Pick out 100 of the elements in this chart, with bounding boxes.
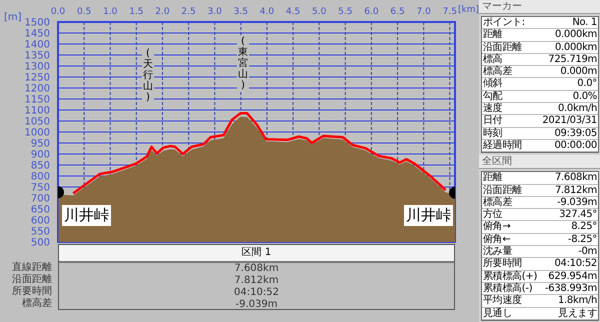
- text: 見えます: [558, 308, 597, 319]
- y-tick-label: 950: [30, 138, 50, 150]
- text: 327.45°: [559, 209, 597, 220]
- text: 沈み量: [483, 246, 512, 258]
- text: マーカー: [479, 0, 600, 14]
- text: 所要時間: [12, 286, 52, 298]
- x-tick-label: 7.5: [442, 7, 457, 17]
- y-tick-label: 600: [30, 216, 50, 227]
- y-tick-label: 1300: [24, 62, 50, 73]
- text: -638.993m: [544, 282, 597, 294]
- y-tick-label: 750: [30, 182, 50, 194]
- text: 直線距離: [12, 262, 52, 274]
- text: 標高差: [483, 196, 512, 208]
- y-tick-label: 1200: [24, 84, 50, 95]
- text: -9.039m: [557, 196, 597, 208]
- text: 俯角←: [483, 234, 510, 246]
- text: -9.039m: [234, 299, 278, 311]
- annotation: (天行山): [142, 48, 154, 103]
- text: 沿面距離: [12, 274, 52, 286]
- text: 2021/03/31: [542, 115, 597, 127]
- y-tick-label: 1500: [24, 18, 50, 29]
- text: 04:10:52: [233, 287, 280, 299]
- text: 00:00:00: [554, 140, 597, 152]
- text: 7.608km: [554, 172, 597, 184]
- text: -8.25°: [568, 234, 597, 246]
- text: 累積標高(+): [483, 270, 538, 282]
- text: 方位: [483, 209, 502, 220]
- line-series: [72, 112, 447, 195]
- annotation: (東宮山): [237, 36, 249, 91]
- text: 629.954m: [548, 270, 597, 282]
- x-tick-label: 5.5: [338, 7, 352, 17]
- text: 7.812km: [233, 275, 280, 287]
- y-tick-label: 1150: [24, 94, 50, 106]
- x-tick-label: 4.5: [286, 7, 300, 17]
- y-tick-label: 1000: [24, 128, 50, 139]
- x-axis-title: [km]: [458, 5, 480, 15]
- y-tick-label: 1400: [24, 40, 50, 51]
- y-tick-label: 850: [30, 160, 50, 172]
- text: 所要時間: [483, 258, 522, 270]
- x-tick-label: 1.5: [129, 7, 144, 17]
- text: 0.0%: [572, 90, 597, 102]
- text: 距離: [483, 172, 502, 184]
- annotation: 川井峠: [404, 205, 453, 226]
- text: 累積標高(-): [483, 282, 532, 294]
- text: 沿面距離: [483, 42, 522, 53]
- y-axis-title: [m]: [4, 12, 22, 23]
- text: 区間 1: [59, 245, 454, 263]
- x-tick-label: 0.0: [50, 7, 66, 17]
- text: 1.8km/h: [558, 295, 597, 307]
- text: 勾配: [483, 90, 502, 102]
- text: 距離: [483, 29, 502, 41]
- text: ポイント:: [483, 17, 525, 28]
- text: 0.0km/h: [558, 103, 597, 114]
- x-tick-label: 0.5: [76, 7, 92, 17]
- x-tick-label: 6.5: [390, 7, 405, 17]
- text: 0.000m: [560, 66, 597, 78]
- y-tick-label: 700: [30, 194, 50, 205]
- y-tick-label: 500: [30, 238, 50, 249]
- x-tick-label: 2.5: [181, 7, 196, 17]
- text: 標高: [483, 54, 502, 66]
- y-tick-label: 1050: [24, 116, 50, 128]
- y-tick-label: 1100: [24, 106, 50, 117]
- y-tick-label: 1450: [24, 28, 50, 40]
- text: 標高差: [483, 66, 512, 78]
- x-tick-label: 5.0: [312, 7, 327, 17]
- text: 時刻: [483, 128, 502, 139]
- text: 平均速度: [483, 295, 522, 307]
- y-tick-label: 900: [30, 150, 50, 161]
- text: 沿面距離: [483, 184, 522, 196]
- y-tick-label: 550: [30, 226, 50, 238]
- text: No. 1: [572, 17, 597, 28]
- text: -0m: [578, 246, 597, 258]
- text: 09:39:05: [554, 128, 597, 139]
- x-tick-label: 2.0: [155, 7, 170, 17]
- text: 04:10:52: [554, 258, 597, 270]
- text: 7.812km: [554, 184, 597, 196]
- text: 全区間: [479, 155, 600, 170]
- x-tick-label: 3.5: [234, 7, 248, 17]
- y-tick-label: 800: [30, 172, 50, 183]
- x-tick-label: 6.0: [364, 7, 379, 17]
- text: 俯角→: [483, 221, 510, 233]
- text: 見通し: [483, 308, 512, 319]
- text: 日付: [483, 115, 502, 127]
- text: 7.608km: [233, 263, 280, 275]
- text: 0.000km: [554, 42, 597, 53]
- text: 経過時間: [483, 140, 522, 152]
- text: 0.000km: [554, 29, 597, 41]
- x-tick-label: 7.0: [416, 7, 432, 17]
- x-tick-label: 1.0: [103, 7, 118, 17]
- text: 速度: [483, 103, 502, 114]
- x-tick-label: 4.0: [260, 7, 274, 17]
- text: 標高差: [22, 298, 52, 310]
- text: 8.25°: [571, 221, 597, 233]
- annotation: 川井峠: [62, 205, 111, 226]
- text: 0.0°: [577, 78, 597, 90]
- x-tick-label: 3.0: [208, 7, 222, 17]
- text: 725.719m: [548, 54, 597, 66]
- y-tick-label: 1350: [24, 50, 50, 62]
- y-tick-label: 650: [30, 204, 50, 216]
- y-tick-label: 1250: [24, 72, 50, 84]
